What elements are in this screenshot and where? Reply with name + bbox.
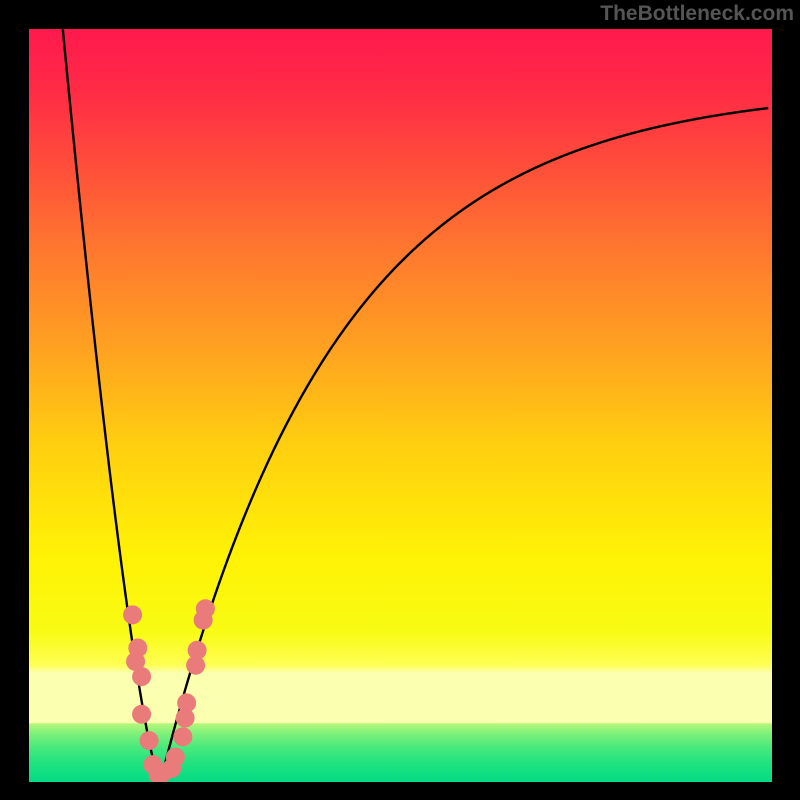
data-marker <box>132 705 151 724</box>
green-strip <box>29 723 772 782</box>
data-marker <box>132 667 151 686</box>
data-marker <box>123 605 142 624</box>
plot-area <box>29 29 772 782</box>
plot-svg <box>29 29 772 782</box>
data-marker <box>140 731 159 750</box>
data-marker <box>177 693 196 712</box>
data-marker <box>173 727 192 746</box>
chart-frame: TheBottleneck.com <box>0 0 800 800</box>
data-marker <box>166 748 185 767</box>
data-marker <box>196 599 215 618</box>
watermark-text: TheBottleneck.com <box>600 2 794 26</box>
data-marker <box>188 641 207 660</box>
